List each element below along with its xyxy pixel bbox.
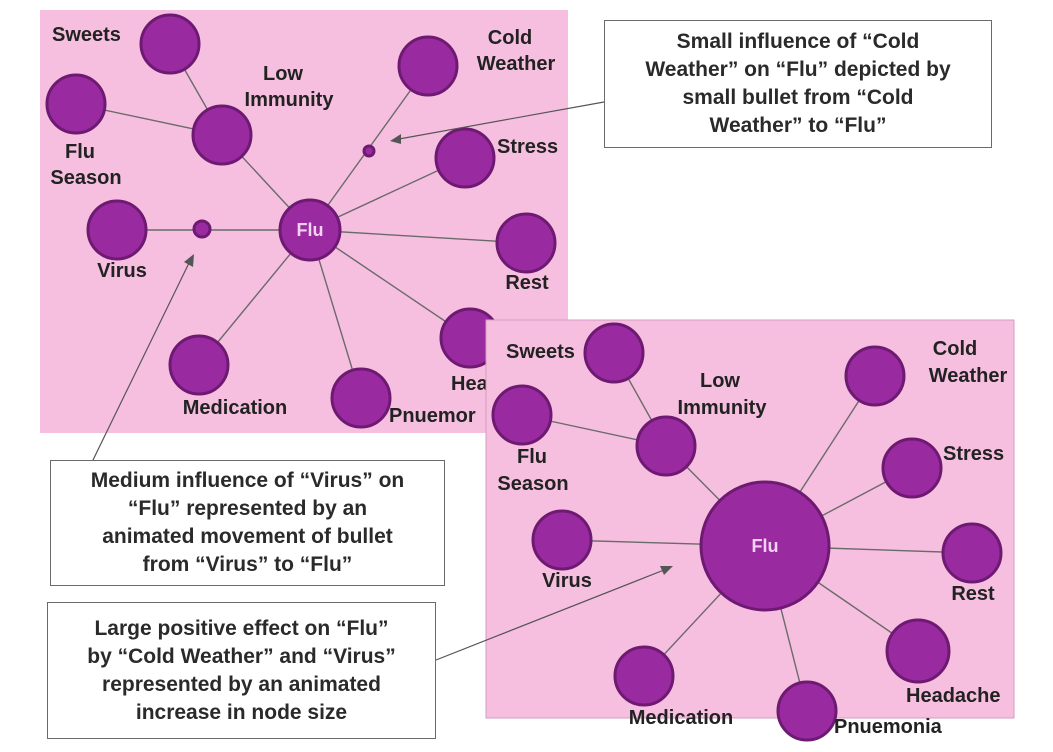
node-flu — [278, 198, 342, 262]
arrow-large-effect — [435, 569, 665, 661]
graph2-nodes — [491, 322, 1003, 742]
cold-weather-label-line2: Weather — [929, 365, 1008, 387]
node-headache — [885, 618, 951, 684]
node-medication — [613, 645, 675, 707]
note-large-line: represented by an animated — [102, 672, 381, 696]
node-low-immunity — [635, 415, 697, 477]
graph1-nodes — [45, 13, 557, 429]
note-large-line: increase in node size — [135, 700, 348, 724]
node-rest — [941, 522, 1003, 584]
node-flu-season — [45, 73, 107, 135]
node-rest — [495, 212, 557, 274]
low-immunity-label-line2: Immunity — [678, 397, 768, 419]
low-immunity-label-line2: Immunity — [245, 89, 335, 111]
low-immunity-label-line1: Low — [700, 370, 740, 392]
medication-label: Medication — [629, 707, 733, 729]
pneumonia-label: Pnuemonia — [834, 716, 943, 738]
note-small-line: Small influence of “Cold — [676, 30, 920, 53]
stress-label: Stress — [497, 136, 558, 158]
node-virus — [86, 199, 148, 261]
flu-season-label-line2: Season — [50, 167, 121, 189]
flu-label: Flu — [752, 536, 779, 556]
bullet-virus — [192, 219, 212, 239]
node-cold-weather — [844, 345, 906, 407]
flu-season-label-line1: Flu — [65, 141, 95, 163]
note-small-line: Weather” on “Flu” depicted by — [645, 58, 951, 81]
arrow-small-influence — [398, 101, 605, 140]
node-stress — [434, 127, 496, 189]
graph2-labels: Flu Sweets Low Immunity Cold Weather Flu… — [497, 338, 1007, 738]
node-flu-large — [699, 480, 831, 612]
arrowhead-large-effect — [660, 566, 673, 575]
note-medium-line: animated movement of bullet — [102, 525, 393, 548]
note-medium-line: from “Virus” to “Flu” — [142, 553, 353, 576]
note-large-effect: Large positive effect on “Flu” by “Cold … — [47, 602, 436, 739]
node-pneumonia — [330, 367, 392, 429]
note-medium-line: “Flu” represented by an — [127, 497, 368, 520]
pneumonia-label: Pnuemor — [389, 405, 476, 427]
note-small-line: Weather” to “Flu” — [709, 114, 887, 137]
flu-season-label-line1: Flu — [517, 446, 547, 468]
note-small-influence: Small influence of “Cold Weather” on “Fl… — [604, 20, 992, 148]
headache-label: Headache — [906, 685, 1001, 707]
arrowhead-medium-influence — [184, 254, 194, 267]
sweets-label: Sweets — [52, 24, 121, 46]
note-large-line: Large positive effect on “Flu” — [94, 616, 389, 640]
note-small-line: small bullet from “Cold — [682, 86, 914, 109]
sweets-label: Sweets — [506, 341, 575, 363]
node-stress — [881, 437, 943, 499]
arrowhead-small-influence — [390, 134, 401, 144]
node-flu-season — [491, 384, 553, 446]
rest-label: Rest — [951, 583, 995, 605]
node-cold-weather — [397, 35, 459, 97]
virus-label: Virus — [542, 570, 592, 592]
node-sweets — [139, 13, 201, 75]
low-immunity-label-line1: Low — [263, 63, 303, 85]
note-medium-line: Medium influence of “Virus” on — [90, 469, 405, 492]
stress-label: Stress — [943, 443, 1004, 465]
node-low-immunity — [191, 104, 253, 166]
node-pneumonia — [776, 680, 838, 742]
cold-weather-label-line1: Cold — [933, 338, 977, 360]
virus-label: Virus — [97, 260, 147, 282]
arrow-medium-influence — [92, 262, 190, 461]
headache-label: Hea — [451, 373, 489, 395]
note-large-line: by “Cold Weather” and “Virus” — [87, 644, 396, 668]
flu-label: Flu — [297, 220, 324, 240]
medication-label: Medication — [183, 397, 287, 419]
bullet-cold-weather — [362, 144, 376, 158]
graph1-labels: Flu Sweets Low Immunity Cold Weather Flu… — [50, 24, 558, 427]
node-virus — [531, 509, 593, 571]
cold-weather-label-line1: Cold — [488, 27, 532, 49]
note-medium-influence: Medium influence of “Virus” on “Flu” rep… — [50, 460, 445, 586]
flu-season-label-line2: Season — [497, 473, 568, 495]
node-medication — [168, 334, 230, 396]
cold-weather-label-line2: Weather — [477, 53, 556, 75]
node-sweets — [583, 322, 645, 384]
annotation-arrows — [92, 101, 673, 661]
rest-label: Rest — [505, 272, 549, 294]
